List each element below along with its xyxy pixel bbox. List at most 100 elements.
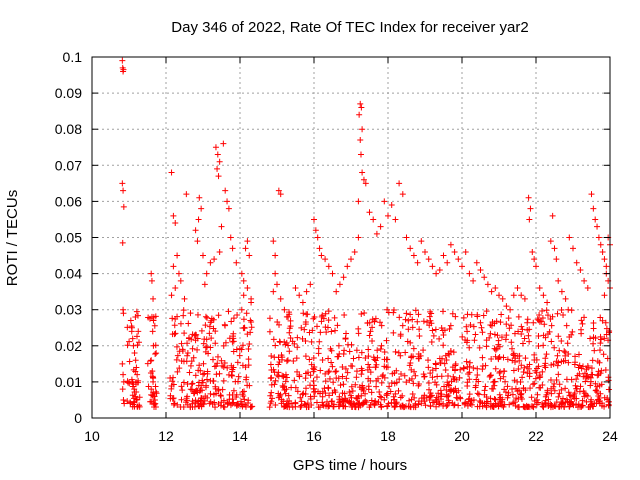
data-point (268, 374, 275, 381)
data-point (532, 375, 539, 382)
data-point (229, 338, 236, 345)
data-point (462, 337, 469, 344)
data-point (180, 312, 187, 319)
data-point (560, 312, 567, 319)
data-point (520, 385, 527, 392)
data-point (174, 252, 181, 259)
data-point (301, 326, 308, 333)
data-point (409, 316, 416, 323)
data-point (442, 367, 449, 374)
data-point (120, 187, 127, 194)
data-point (395, 349, 402, 356)
data-point (190, 390, 197, 397)
data-point (226, 391, 233, 398)
data-point (310, 354, 317, 361)
data-point (579, 320, 586, 327)
data-point (463, 323, 470, 330)
data-point (425, 379, 432, 386)
data-point (359, 126, 366, 133)
data-point (228, 318, 235, 325)
data-point (204, 314, 211, 321)
data-point (150, 393, 157, 400)
data-point (496, 354, 503, 361)
data-point (521, 335, 528, 342)
data-point (524, 404, 531, 411)
data-point (326, 392, 333, 399)
data-point (222, 339, 229, 346)
data-point (489, 403, 496, 410)
data-point (597, 241, 604, 248)
data-point (322, 310, 329, 317)
data-point (440, 402, 447, 409)
data-point (284, 398, 291, 405)
data-point (573, 259, 580, 266)
data-point (168, 385, 175, 392)
data-point (526, 338, 533, 345)
data-point (568, 331, 575, 338)
data-point (340, 274, 347, 281)
data-point (201, 281, 208, 288)
data-point (590, 340, 597, 347)
data-point (460, 314, 467, 321)
data-point (268, 381, 275, 388)
data-point (544, 299, 551, 306)
data-point (439, 355, 446, 362)
data-point (212, 404, 219, 411)
data-point (367, 369, 374, 376)
data-point (450, 349, 457, 356)
data-point (126, 338, 133, 345)
data-point (429, 367, 436, 374)
data-point (170, 263, 177, 270)
data-point (221, 404, 228, 411)
data-point (333, 368, 340, 375)
data-point (384, 390, 391, 397)
data-point (124, 342, 131, 349)
data-point (381, 374, 388, 381)
data-point (196, 194, 203, 201)
data-point (499, 295, 506, 302)
data-point (547, 404, 554, 411)
data-point (342, 365, 349, 372)
data-point (387, 388, 394, 395)
data-point (451, 376, 458, 383)
data-point (179, 348, 186, 355)
data-point (217, 393, 224, 400)
data-point (189, 345, 196, 352)
data-point (538, 318, 545, 325)
data-point (212, 340, 219, 347)
data-point (403, 310, 410, 317)
data-point (347, 392, 354, 399)
data-point (561, 348, 568, 355)
data-point (596, 347, 603, 354)
data-point (492, 396, 499, 403)
data-point (225, 205, 232, 212)
data-point (169, 378, 176, 385)
data-point (405, 326, 412, 333)
x-tick-label: 20 (454, 428, 470, 444)
data-point (151, 396, 158, 403)
data-point (222, 187, 229, 194)
data-point (526, 373, 533, 380)
data-point (272, 270, 279, 277)
data-point (180, 379, 187, 386)
data-point (556, 390, 563, 397)
data-point (272, 377, 279, 384)
data-point (266, 404, 273, 411)
data-point (267, 375, 274, 382)
data-point (229, 245, 236, 252)
data-point (480, 312, 487, 319)
data-point (198, 205, 205, 212)
data-point (435, 390, 442, 397)
data-point (328, 328, 335, 335)
data-point (515, 366, 522, 373)
data-point (272, 252, 279, 259)
data-point (277, 339, 284, 346)
data-point (119, 57, 126, 64)
data-point (218, 357, 225, 364)
data-point (149, 328, 156, 335)
data-point (491, 345, 498, 352)
data-point (444, 402, 451, 409)
data-point (230, 364, 237, 371)
data-point (548, 385, 555, 392)
data-point (184, 350, 191, 357)
